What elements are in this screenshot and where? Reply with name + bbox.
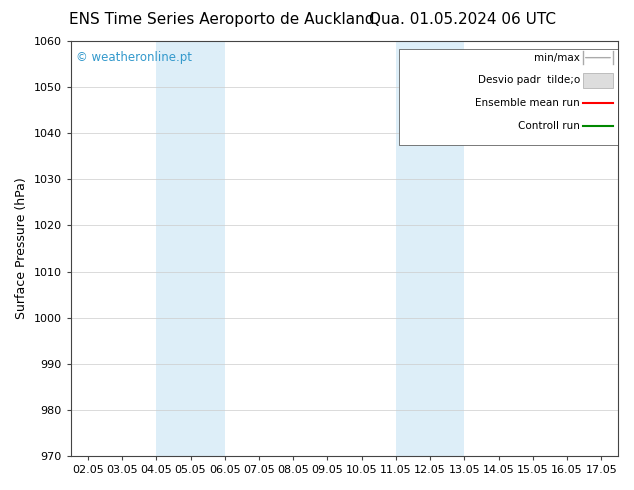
Text: Controll run: Controll run bbox=[518, 121, 580, 131]
Text: min/max: min/max bbox=[534, 52, 580, 63]
Text: Qua. 01.05.2024 06 UTC: Qua. 01.05.2024 06 UTC bbox=[370, 12, 556, 27]
FancyBboxPatch shape bbox=[399, 49, 619, 145]
Text: ENS Time Series Aeroporto de Auckland: ENS Time Series Aeroporto de Auckland bbox=[69, 12, 375, 27]
Text: Desvio padr  tilde;o: Desvio padr tilde;o bbox=[478, 75, 580, 85]
Bar bbox=[157, 41, 225, 456]
Text: © weatheronline.pt: © weatheronline.pt bbox=[76, 51, 192, 64]
Bar bbox=[396, 41, 465, 456]
FancyBboxPatch shape bbox=[583, 73, 613, 88]
Y-axis label: Surface Pressure (hPa): Surface Pressure (hPa) bbox=[15, 178, 28, 319]
Text: Ensemble mean run: Ensemble mean run bbox=[476, 98, 580, 108]
